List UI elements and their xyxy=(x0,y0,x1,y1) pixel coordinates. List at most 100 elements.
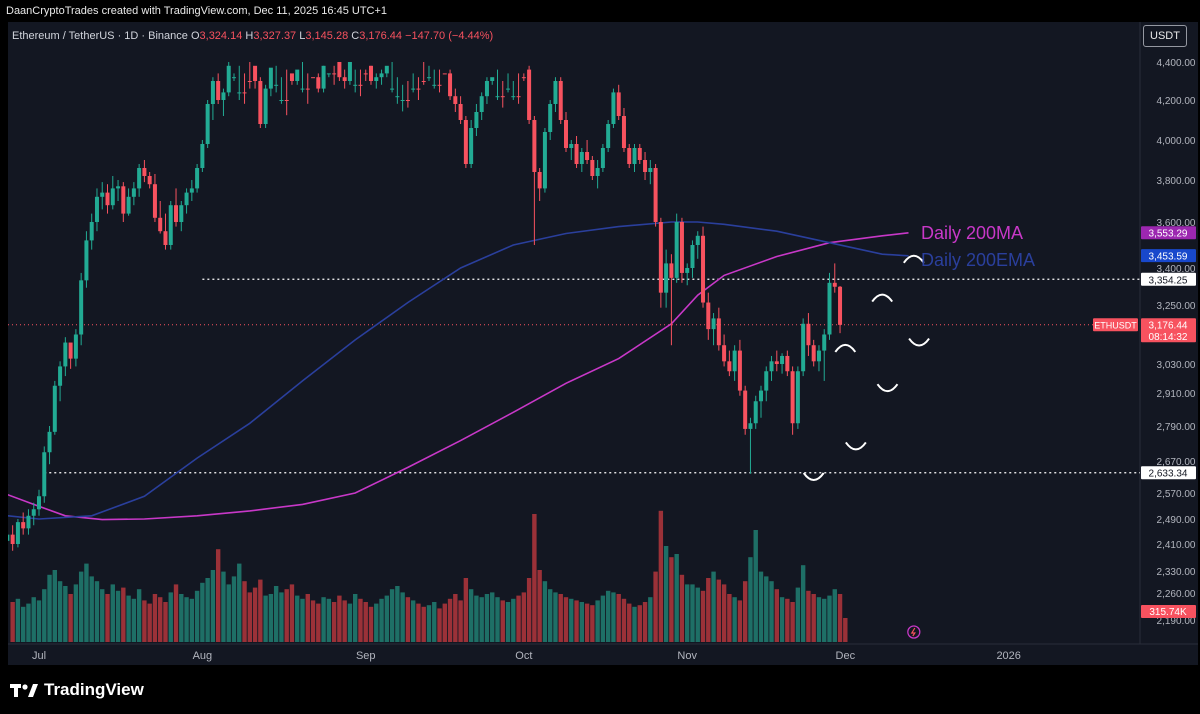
chart-panel[interactable]: Daily 200MA Daily 200EMA 4,400.00 4,200.00 4… xyxy=(8,22,1198,665)
y-tick-label: 2,570.00 xyxy=(1157,489,1196,500)
x-axis-label: Nov xyxy=(677,650,697,662)
candle-body xyxy=(205,104,210,144)
candle-body xyxy=(84,240,89,281)
candle-body xyxy=(643,160,648,172)
y-tick-label: 3,030.00 xyxy=(1157,360,1196,371)
volume-bar xyxy=(463,578,469,642)
candle-body xyxy=(174,205,179,222)
volume-bar xyxy=(695,587,700,642)
candle-body xyxy=(632,148,637,164)
candle-body xyxy=(437,84,442,86)
volume-bar xyxy=(215,549,221,642)
tradingview-logo[interactable]: TradingView xyxy=(10,680,144,700)
candle-body xyxy=(711,318,716,330)
volume-bar xyxy=(231,576,237,642)
price-tag-box xyxy=(1141,226,1196,240)
candle-body xyxy=(764,371,769,391)
candle-body xyxy=(226,65,231,93)
volume-bar xyxy=(511,598,516,642)
candle-body xyxy=(21,522,26,529)
volume-bar xyxy=(279,592,284,642)
lightning-icon xyxy=(907,625,921,639)
candle-body xyxy=(358,84,363,86)
candle-body xyxy=(137,168,142,189)
candle-body xyxy=(131,188,136,197)
candle-body xyxy=(827,282,832,335)
candle-body xyxy=(627,148,632,164)
volume-bar xyxy=(20,606,26,642)
candle-body xyxy=(474,112,479,128)
candle-body xyxy=(611,92,616,124)
volume-bar xyxy=(78,571,84,642)
volume-bar xyxy=(142,600,147,642)
volume-bar xyxy=(126,595,131,642)
price-tag-label: 3,176.44 xyxy=(1149,321,1188,332)
candle-body xyxy=(780,355,785,364)
volume-bar xyxy=(437,608,442,642)
ohlc-legend: Ethereum / TetherUS · 1D · Binance O3,32… xyxy=(12,30,493,42)
volume-bar xyxy=(621,598,627,642)
y-tick-label: 3,250.00 xyxy=(1157,301,1196,312)
candle-body xyxy=(184,192,189,206)
candle-body xyxy=(516,96,521,98)
candle-body xyxy=(263,88,268,124)
volume-bar xyxy=(790,602,795,642)
candle-body xyxy=(648,168,653,172)
candle-body xyxy=(558,81,563,120)
candle-body xyxy=(695,235,700,245)
candle-body xyxy=(600,148,605,168)
volume-bar xyxy=(616,594,621,642)
volume-bar xyxy=(484,594,490,642)
candle-body xyxy=(105,192,110,206)
volume-bar xyxy=(453,594,458,642)
volume-bar xyxy=(500,600,505,642)
candle-body xyxy=(152,184,157,218)
price-tag-label: 3,553.29 xyxy=(1149,229,1188,240)
volume-bar xyxy=(611,592,616,642)
volume-bar xyxy=(785,598,790,642)
volume-bar xyxy=(563,597,569,642)
price-tag-box xyxy=(1141,272,1196,286)
candle-body xyxy=(484,81,489,97)
price-chart[interactable]: Daily 200MA Daily 200EMA 4,400.00 4,200.00 4… xyxy=(8,22,1198,665)
symbol-name: Ethereum / TetherUS · 1D · Binance xyxy=(12,30,188,42)
volume-bar xyxy=(26,603,31,642)
x-axis-label: Jul xyxy=(32,650,46,662)
candle-body xyxy=(674,222,679,278)
volume-bar xyxy=(105,594,110,642)
volume-bar xyxy=(579,602,585,642)
y-tick-label: 2,410.00 xyxy=(1157,540,1196,551)
candle-body xyxy=(342,77,347,81)
volume-bar xyxy=(832,589,837,642)
x-axis-label: Oct xyxy=(515,650,532,662)
volume-bar xyxy=(57,581,63,642)
volume-bar xyxy=(136,589,142,642)
candle-body xyxy=(353,84,358,86)
symbol-tag-label: ETHUSDT xyxy=(1094,321,1137,331)
candle-body xyxy=(79,280,84,335)
x-axis-label: Sep xyxy=(356,650,376,662)
volume-bar xyxy=(31,597,36,642)
daily-200ma-line xyxy=(8,232,909,521)
volume-bar xyxy=(816,597,822,642)
candle-body xyxy=(537,172,542,189)
candle-body xyxy=(664,263,669,293)
volume-bar xyxy=(353,594,358,642)
close-label: C xyxy=(351,30,360,42)
volume-bar xyxy=(706,578,711,642)
candle-body xyxy=(347,62,352,81)
volume-bar xyxy=(405,597,411,642)
volume-bar xyxy=(758,571,764,642)
currency-button[interactable]: USDT xyxy=(1143,25,1187,47)
candle-body xyxy=(790,371,795,424)
y-tick-label: 2,910.00 xyxy=(1157,389,1196,400)
candle-body xyxy=(479,96,484,112)
candle-body xyxy=(690,245,695,268)
volume-bar xyxy=(669,557,674,642)
candle-body xyxy=(564,120,568,148)
candle-body xyxy=(506,88,511,90)
candle-body xyxy=(210,81,215,104)
candle-body xyxy=(801,323,806,372)
volume-bar xyxy=(837,594,843,642)
volume-bar xyxy=(179,594,184,642)
